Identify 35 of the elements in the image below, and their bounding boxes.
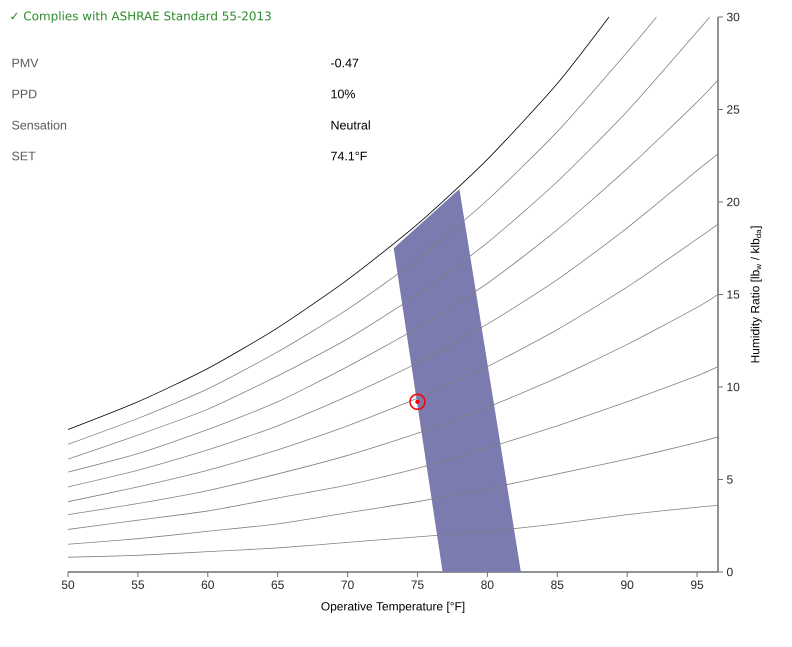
annotation: 10% bbox=[331, 90, 355, 98]
line-series bbox=[68, 436, 718, 545]
text: PPD bbox=[12, 90, 37, 98]
line-series bbox=[68, 153, 718, 488]
text: Sensation bbox=[12, 120, 66, 130]
annotation: Neutral bbox=[332, 120, 370, 130]
y-tick-label: 0 bbox=[726, 568, 733, 576]
text: SET bbox=[12, 152, 36, 160]
x-tick-label: 55 bbox=[132, 580, 144, 589]
y-tick-label: 15 bbox=[727, 290, 740, 299]
y-tick-label: 10 bbox=[727, 382, 740, 392]
line-series bbox=[68, 504, 718, 558]
y-tick-label: 5 bbox=[726, 475, 733, 484]
text: PMV bbox=[12, 58, 38, 68]
line-series bbox=[68, 366, 718, 530]
y-tick-label: 25 bbox=[727, 105, 740, 114]
chart-title: ✓ Complies with ASHRAE Standard 55-2013 bbox=[11, 11, 271, 23]
line-series bbox=[68, 294, 718, 516]
x-tick-label: 50 bbox=[62, 580, 74, 589]
annotation: 74.1°F bbox=[331, 152, 367, 160]
x-axis-title: Operative Temperature [°F] bbox=[321, 602, 464, 613]
annotation: -0.47 bbox=[331, 58, 358, 68]
x-tick-label: 95 bbox=[690, 580, 704, 589]
x-tick-label: 70 bbox=[342, 580, 354, 589]
x-tick-label: 85 bbox=[551, 580, 564, 589]
y-axis-title: Humidity Ratio [lb$_{w}$ / klb$_{da}$] bbox=[750, 226, 762, 362]
x-tick-label: 80 bbox=[481, 580, 494, 589]
x-tick-label: 75 bbox=[411, 580, 424, 589]
x-tick-label: 65 bbox=[272, 580, 284, 589]
y-tick-label: 20 bbox=[727, 198, 740, 206]
x-tick-label: 90 bbox=[621, 580, 634, 589]
y-tick-label: 30 bbox=[726, 12, 740, 22]
line-series bbox=[68, 79, 718, 472]
x-tick-label: 60 bbox=[202, 580, 214, 589]
line-series bbox=[68, 224, 718, 502]
